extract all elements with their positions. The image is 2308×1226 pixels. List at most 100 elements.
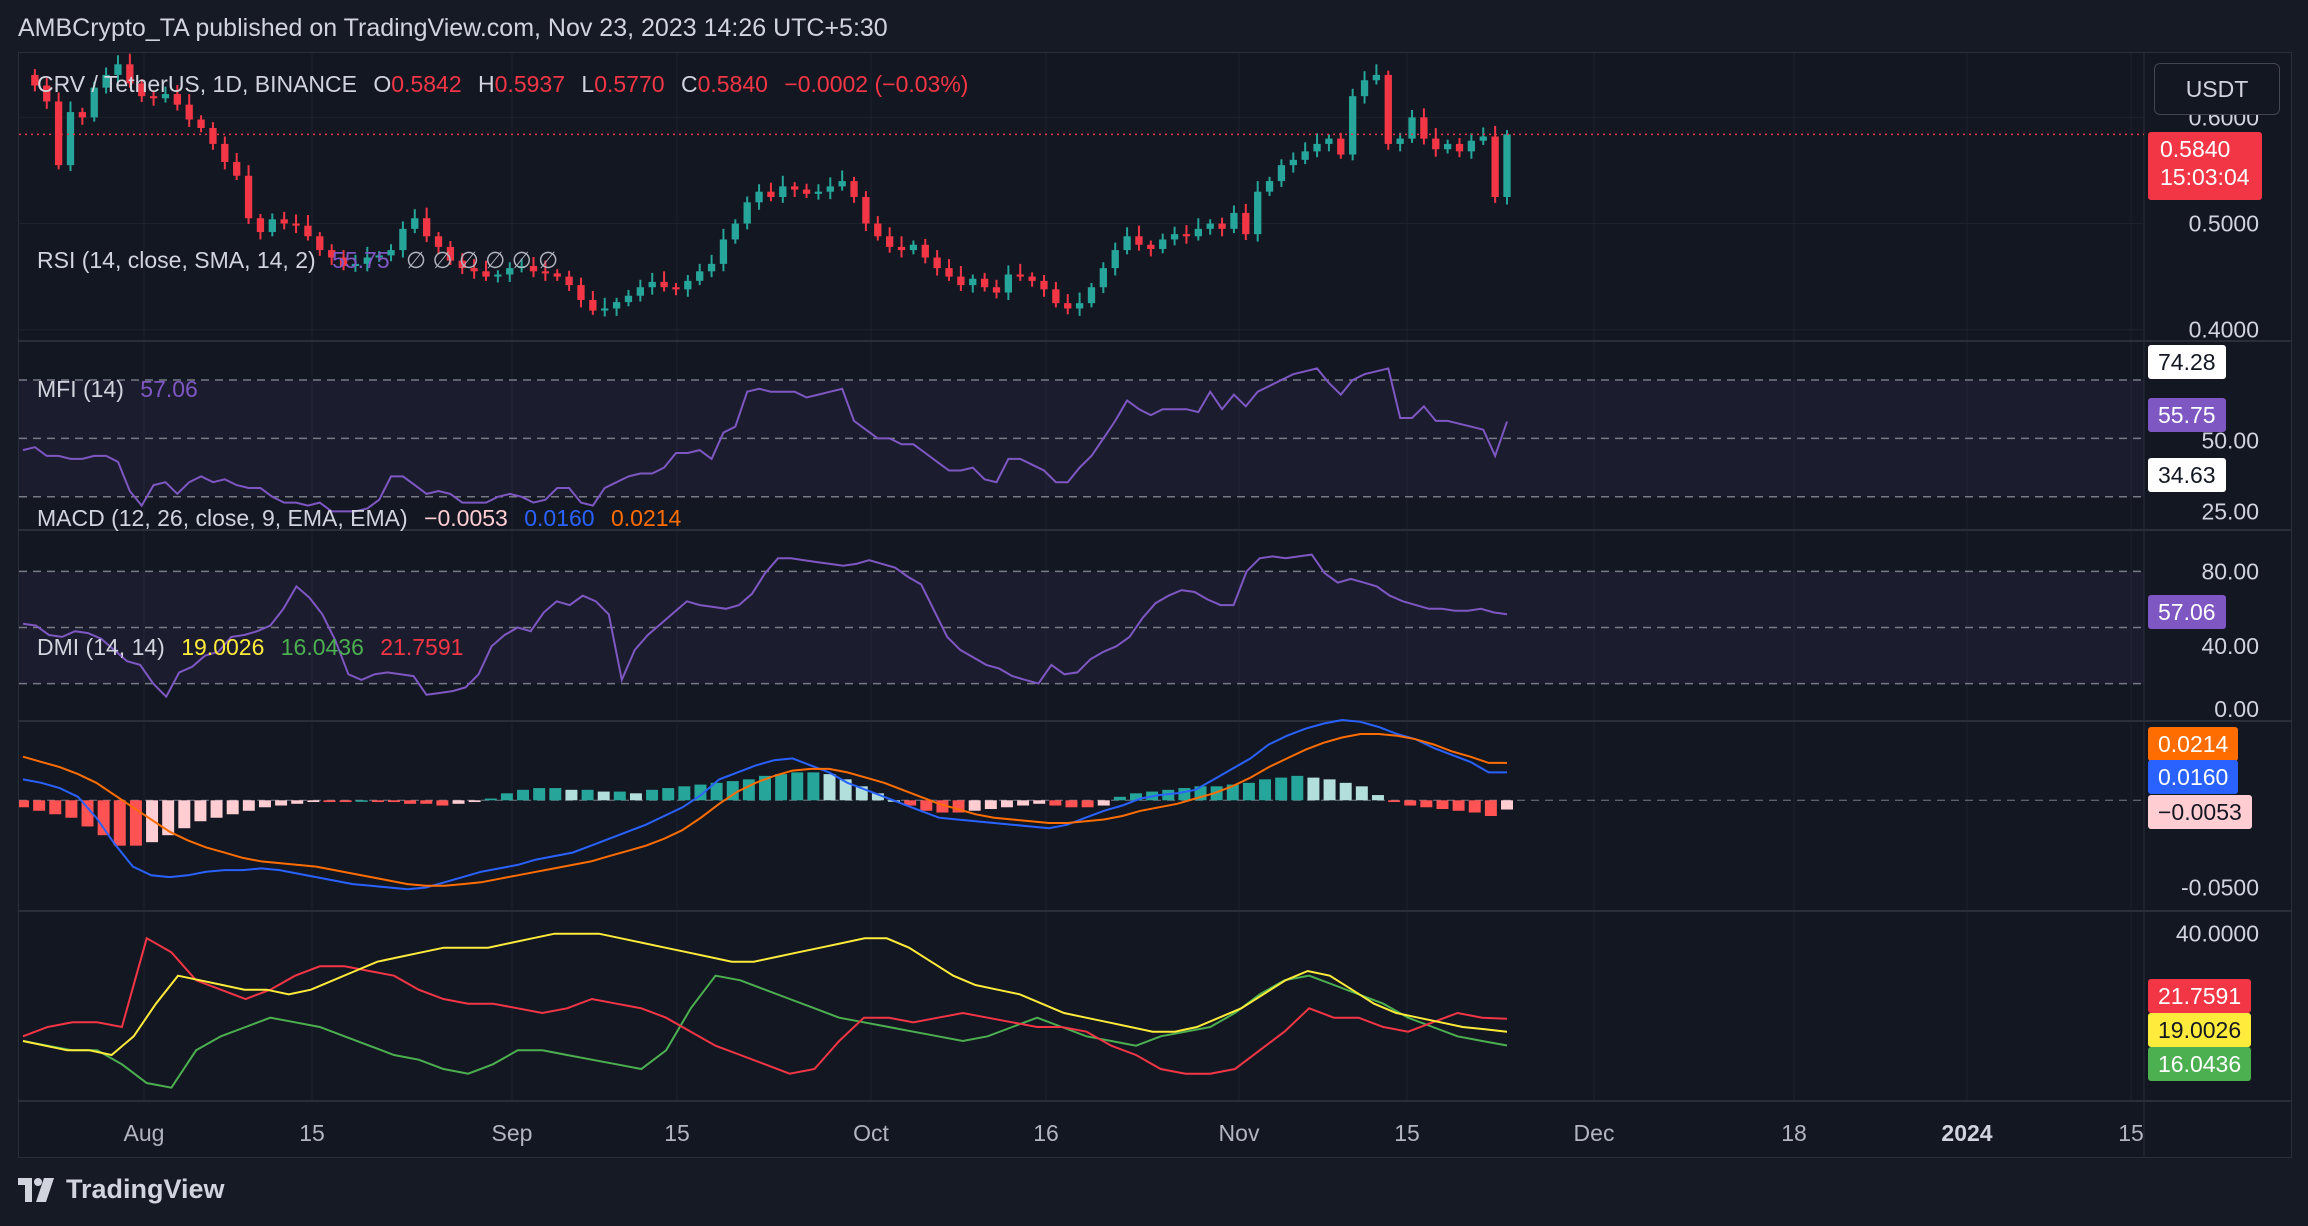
rsi-extras: ∅ ∅ ∅ ∅ ∅ ∅ (406, 247, 559, 273)
dmi-adx-line (22, 932, 1508, 1057)
candle-body (933, 257, 941, 269)
mfi-tick-label: 0.00 (2214, 696, 2259, 722)
candle-body (1052, 289, 1060, 304)
bar-countdown: 15:03:04 (2160, 164, 2250, 190)
macd-histogram-bar (775, 774, 788, 801)
mfi-title: MFI (14) (37, 376, 124, 402)
candle-body (434, 236, 443, 247)
macd-legend: MACD (12, 26, close, 9, EMA, EMA) −0.005… (37, 505, 691, 532)
macd-histogram-bar (565, 789, 578, 801)
candle-body (1016, 274, 1024, 277)
candle-body (897, 246, 906, 251)
candle-body (779, 186, 787, 197)
price-tick-label: 0.4000 (2189, 317, 2259, 343)
candle-body (1147, 244, 1155, 250)
candle-body (838, 181, 846, 187)
candle-body (411, 218, 419, 229)
candle-body (1432, 138, 1440, 150)
macd-histogram-bar (1065, 800, 1078, 808)
x-tick-label: Sep (492, 1120, 533, 1146)
x-tick-label: 15 (664, 1120, 690, 1146)
chart-area[interactable]: Aug 15 Sep 15 Oct 16 Nov 15 Dec 18 2024 15 0.6000 0.5… (18, 52, 2292, 1158)
macd-histogram-bar (1484, 800, 1497, 816)
candle-body (506, 268, 514, 275)
candle-body (660, 281, 668, 288)
candle-body (1265, 181, 1274, 192)
candle-body (268, 219, 276, 233)
macd-histogram-bar (1371, 795, 1384, 801)
macd-histogram-bar (129, 800, 142, 846)
macd-histogram-bar (388, 800, 400, 803)
candle-body (886, 236, 894, 247)
candle-body (921, 244, 929, 258)
candle-body (1004, 274, 1013, 293)
candle-body (850, 181, 858, 197)
macd-histogram-bar (936, 800, 949, 813)
candle-body (1455, 143, 1464, 152)
symbol-label: CRV / TetherUS, 1D, BINANCE (37, 71, 357, 97)
dmi-minus-tag: 21.7591 (2148, 979, 2252, 1013)
candle-body (1396, 138, 1404, 144)
macd-histogram-bar (920, 800, 933, 811)
mfi-line (22, 553, 1508, 699)
x-tick-label: Oct (853, 1120, 889, 1146)
macd-histogram-bar (1259, 779, 1272, 801)
candle-body (173, 94, 181, 105)
open-value: 0.5842 (391, 71, 462, 97)
macd-histogram-bar (210, 800, 223, 818)
candle-body (233, 161, 241, 176)
macd-histogram-bar (968, 800, 981, 811)
x-tick-label: Dec (1574, 1120, 1615, 1146)
macd-histogram-bar (726, 781, 739, 801)
candle-body (1028, 276, 1036, 281)
candle-body (612, 302, 621, 309)
mfi-legend: MFI (14) 57.06 (37, 376, 208, 403)
macd-histogram-bar (823, 774, 836, 801)
macd-histogram-bar (484, 798, 497, 801)
macd-histogram-bar (1130, 793, 1142, 801)
candle-body (1182, 234, 1191, 237)
macd-signal-value: 0.0214 (610, 505, 682, 531)
candle-body (624, 295, 633, 303)
candle-body (256, 218, 265, 233)
candle-body (422, 218, 431, 237)
macd-histogram-bar (97, 800, 110, 836)
macd-histogram-bar (1275, 777, 1288, 801)
macd-histogram-bar (678, 786, 691, 801)
candle-body (114, 64, 122, 75)
candle-body (1408, 117, 1416, 139)
candle-body (1443, 143, 1452, 150)
change-value: −0.0002 (−0.03%) (784, 71, 969, 97)
x-tick-label: 18 (1781, 1120, 1807, 1146)
candle-body (1289, 159, 1297, 166)
open-label: O (373, 71, 392, 97)
chart-canvas[interactable]: Aug 15 Sep 15 Oct 16 Nov 15 Dec 18 2024 150.60000.5… (19, 53, 2291, 1157)
candle-body (292, 223, 300, 226)
macd-histogram-bar (855, 786, 868, 801)
macd-histogram-bar (710, 782, 723, 801)
candle-body (577, 285, 585, 300)
macd-histogram-bar (1339, 782, 1352, 801)
candle-body (1503, 134, 1511, 197)
candle-body (1230, 212, 1238, 229)
candle-body (1420, 117, 1428, 139)
candle-body (945, 268, 953, 277)
macd-histogram-bar (1226, 784, 1239, 801)
candle-body (980, 278, 989, 288)
candle-body (601, 308, 609, 311)
macd-histogram-bar (226, 800, 239, 815)
candle-body (648, 281, 656, 288)
macd-histogram-bar (759, 775, 771, 801)
candle-body (328, 250, 336, 258)
close-label: C (680, 71, 698, 97)
rsi-line (22, 367, 1508, 513)
tradingview-logo-icon (18, 1177, 54, 1202)
candle-body (1325, 138, 1333, 144)
macd-histogram-bar (275, 800, 288, 806)
macd-histogram-bar (1291, 775, 1304, 801)
x-tick-label: 2024 (1941, 1120, 1992, 1146)
candle-body (767, 191, 775, 197)
currency-button[interactable]: USDT (2154, 63, 2280, 115)
tradingview-logo[interactable]: TradingView (18, 1174, 225, 1205)
candle-body (1479, 136, 1487, 141)
